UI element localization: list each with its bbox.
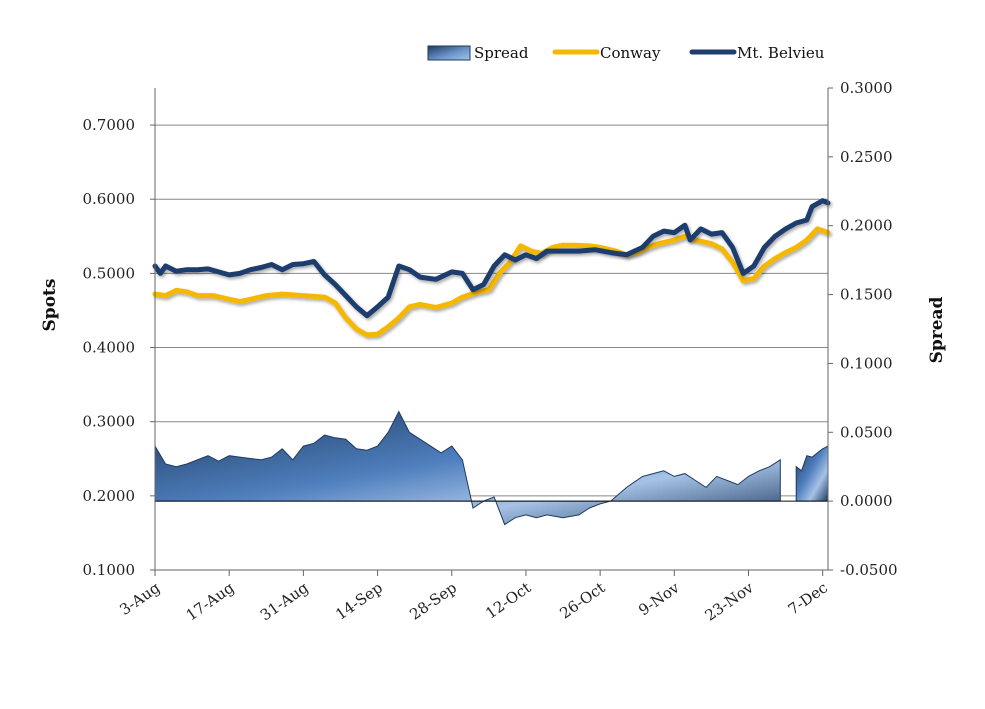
x-tick-label: 28-Sep <box>406 579 460 624</box>
x-tick-label: 7-Dec <box>785 579 831 619</box>
legend-label-conway: Conway <box>600 44 661 62</box>
gridlines <box>155 124 828 497</box>
x-tick-label: 31-Aug <box>257 578 312 624</box>
x-tick-label: 12-Oct <box>482 579 534 623</box>
x-tick-label: 9-Nov <box>635 578 683 619</box>
right-tick-label: 0.2000 <box>840 217 893 235</box>
legend-swatch-spread <box>427 45 471 61</box>
right-tick-label: 0.1500 <box>840 286 893 304</box>
left-axis-title: Spots <box>40 279 60 332</box>
right-tick-label: 0.2500 <box>840 148 893 166</box>
right-tick-label: 0.0500 <box>840 423 893 441</box>
right-tick-label: -0.0500 <box>840 561 898 579</box>
line-series <box>152 198 831 338</box>
conway-line <box>152 226 831 338</box>
left-tick-label: 0.3000 <box>83 413 136 431</box>
left-tick-label: 0.7000 <box>83 116 136 134</box>
legend-label-belvieu: Mt. Belvieu <box>737 44 825 62</box>
x-tick-label: 14-Sep <box>332 579 386 624</box>
legend: Spread Conway Mt. Belvieu <box>427 44 825 62</box>
spread-area-segment-2 <box>795 445 829 502</box>
right-axis-ticks: -0.0500 0.0000 0.0500 0.1000 0.1500 0.2000 0.2… <box>828 79 898 579</box>
spread-area <box>154 410 781 526</box>
left-tick-label: 0.5000 <box>83 264 136 282</box>
left-tick-label: 0.2000 <box>83 487 136 505</box>
legend-item-conway: Conway <box>552 44 661 62</box>
axes <box>154 88 829 571</box>
x-axis-ticks: 3-Aug 17-Aug 31-Aug 14-Sep 28-Sep 12-Oct 26-Oc… <box>116 570 831 625</box>
legend-item-spread: Spread <box>427 44 529 62</box>
x-tick-label: 3-Aug <box>116 578 163 619</box>
x-tick-label: 17-Aug <box>183 578 238 624</box>
right-tick-label: 0.1000 <box>840 354 893 372</box>
left-axis-ticks: 0.1000 0.2000 0.3000 0.4000 0.5000 0.6000 0.70… <box>83 116 155 579</box>
left-tick-label: 0.1000 <box>83 561 136 579</box>
belvieu-line <box>152 198 831 319</box>
legend-label-spread: Spread <box>474 44 529 62</box>
right-tick-label: 0.0000 <box>840 492 893 510</box>
x-tick-label: 23-Nov <box>702 578 758 624</box>
legend-item-belvieu: Mt. Belvieu <box>689 44 825 62</box>
left-tick-label: 0.6000 <box>83 190 136 208</box>
right-tick-label: 0.3000 <box>840 79 893 97</box>
x-tick-label: 26-Oct <box>556 579 608 623</box>
spread-area-series <box>154 410 829 526</box>
left-tick-label: 0.4000 <box>83 339 136 357</box>
right-axis-title: Spread <box>927 296 947 363</box>
